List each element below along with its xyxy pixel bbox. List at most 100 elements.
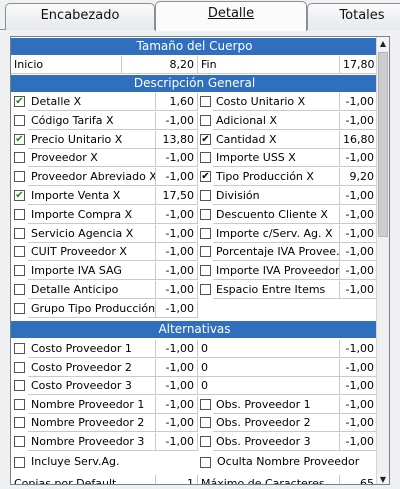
desc-right-value[interactable]: -1,00 (340, 112, 378, 130)
tab-detalle[interactable]: Detalle (155, 1, 307, 31)
desc-left-checkbox[interactable] (14, 152, 25, 163)
desc-right-checkbox[interactable] (200, 284, 211, 295)
alt-left-label: Nombre Proveedor 2 (28, 414, 156, 432)
desc-left-value[interactable]: 17,50 (156, 187, 198, 205)
desc-left-value[interactable]: -1,00 (156, 243, 198, 261)
desc-right-value[interactable]: -1,00 (340, 187, 378, 205)
desc-left-checkbox[interactable] (14, 209, 25, 220)
alt-left-value[interactable]: -1,00 (156, 396, 198, 414)
maximo-caracteres-label: Máximo de Caracteres (198, 475, 340, 484)
detalle-content: Tamaño del Cuerpo Inicio 8,20 Fin 17,80 … (11, 37, 378, 484)
alt-left-label: Nombre Proveedor 3 (28, 433, 156, 451)
alt-left-value[interactable]: -1,00 (156, 359, 198, 377)
desc-right-value[interactable]: -1,00 (340, 281, 378, 299)
desc-left-checkbox[interactable] (14, 115, 25, 126)
fin-value[interactable]: 17,80 (340, 56, 378, 74)
tab-bar: Encabezado Totales Detalle (0, 0, 400, 31)
desc-right-checkbox[interactable] (200, 228, 211, 239)
desc-right-label: Cantidad X (213, 131, 340, 149)
desc-right-label: Adicional X (213, 112, 340, 130)
alt-right-value[interactable]: -1,00 (340, 414, 378, 432)
desc-right-checkbox[interactable] (200, 96, 211, 107)
desc-left-label: Importe Venta X (28, 187, 156, 205)
alt-left-checkbox[interactable] (14, 362, 25, 373)
inicio-value[interactable]: 8,20 (122, 56, 198, 74)
desc-left-checkbox[interactable]: ✔ (14, 134, 25, 145)
desc-left-value[interactable]: 13,80 (156, 131, 198, 149)
alt-right-value[interactable]: -1,00 (340, 340, 378, 358)
desc-right-value[interactable]: -1,00 (340, 206, 378, 224)
desc-left-label: Importe IVA SAG (28, 262, 156, 280)
tab-encabezado[interactable]: Encabezado (5, 3, 155, 30)
oculta-nombre-proveedor-checkbox[interactable] (200, 457, 211, 468)
scroll-down-icon[interactable]: ▼ (377, 473, 389, 484)
desc-left-value[interactable]: -1,00 (156, 281, 198, 299)
desc-left-label: Servicio Agencia X (28, 225, 156, 243)
alt-left-value[interactable]: -1,00 (156, 340, 198, 358)
desc-left-label: Importe Compra X (28, 206, 156, 224)
desc-left-value[interactable]: -1,00 (156, 300, 198, 318)
desc-right-checkbox[interactable] (200, 209, 211, 220)
desc-right-label: Porcentaje IVA Provee. (213, 243, 340, 261)
alt-left-label: Nombre Proveedor 1 (28, 396, 156, 414)
desc-right-checkbox[interactable] (200, 265, 211, 276)
desc-right-value[interactable]: 9,20 (340, 168, 378, 186)
desc-right-value[interactable]: -1,00 (340, 225, 378, 243)
desc-right-checkbox[interactable] (200, 246, 211, 257)
alt-left-label: Costo Proveedor 2 (28, 359, 156, 377)
desc-right-value[interactable]: -1,00 (340, 243, 378, 261)
vertical-scrollbar[interactable]: ▲ ▼ (376, 37, 389, 484)
alt-right-label: 0 (198, 377, 340, 395)
scroll-up-icon[interactable]: ▲ (377, 37, 389, 50)
maximo-caracteres-value[interactable]: 65 (340, 475, 378, 484)
alt-right-value[interactable]: -1,00 (340, 396, 378, 414)
desc-right-value[interactable]: 16,80 (340, 131, 378, 149)
alt-left-checkbox[interactable] (14, 399, 25, 410)
desc-left-checkbox[interactable] (14, 284, 25, 295)
desc-right-label: Importe IVA Proveedor (213, 262, 340, 280)
desc-right-checkbox[interactable] (200, 115, 211, 126)
alt-right-checkbox[interactable] (200, 399, 211, 410)
desc-right-checkbox[interactable]: ✔ (200, 134, 211, 145)
scroll-thumb[interactable] (378, 52, 388, 237)
desc-left-value[interactable]: -1,00 (156, 206, 198, 224)
desc-right-checkbox[interactable]: ✔ (200, 171, 211, 182)
desc-left-checkbox[interactable] (14, 265, 25, 276)
desc-right-checkbox[interactable] (200, 152, 211, 163)
desc-left-checkbox[interactable] (14, 228, 25, 239)
desc-left-checkbox[interactable] (14, 246, 25, 257)
desc-left-value[interactable]: -1,00 (156, 225, 198, 243)
desc-left-value[interactable]: -1,00 (156, 112, 198, 130)
desc-right-value[interactable]: -1,00 (340, 262, 378, 280)
desc-left-label: Proveedor X (28, 149, 156, 167)
alt-right-checkbox[interactable] (200, 417, 211, 428)
alt-right-value[interactable]: -1,00 (340, 377, 378, 395)
desc-right-checkbox[interactable] (200, 190, 211, 201)
desc-right-value[interactable]: -1,00 (340, 93, 378, 111)
copias-value[interactable]: 1 (156, 475, 198, 484)
desc-right-value[interactable]: -1,00 (340, 149, 378, 167)
desc-left-value[interactable]: -1,00 (156, 262, 198, 280)
alt-right-value[interactable]: -1,00 (340, 433, 378, 451)
desc-left-checkbox[interactable] (14, 303, 25, 314)
inicio-label: Inicio (11, 56, 122, 74)
alt-left-checkbox[interactable] (14, 343, 25, 354)
desc-right-label: Importe c/Serv. Ag. X (213, 225, 340, 243)
desc-left-value[interactable]: 1,60 (156, 93, 198, 111)
desc-left-value[interactable]: -1,00 (156, 149, 198, 167)
alt-left-value[interactable]: -1,00 (156, 414, 198, 432)
desc-right-label: División (213, 187, 340, 205)
tab-totales[interactable]: Totales (307, 3, 400, 30)
desc-left-value[interactable]: -1,00 (156, 168, 198, 186)
alt-right-checkbox[interactable] (200, 436, 211, 447)
alt-left-checkbox[interactable] (14, 417, 25, 428)
alt-right-value[interactable]: -1,00 (340, 359, 378, 377)
desc-left-checkbox[interactable]: ✔ (14, 96, 25, 107)
desc-left-checkbox[interactable] (14, 171, 25, 182)
desc-left-checkbox[interactable]: ✔ (14, 190, 25, 201)
alt-left-checkbox[interactable] (14, 436, 25, 447)
alt-left-value[interactable]: -1,00 (156, 377, 198, 395)
incluye-serv-ag-checkbox[interactable] (14, 457, 25, 468)
alt-left-checkbox[interactable] (14, 380, 25, 391)
alt-left-value[interactable]: -1,00 (156, 433, 198, 451)
